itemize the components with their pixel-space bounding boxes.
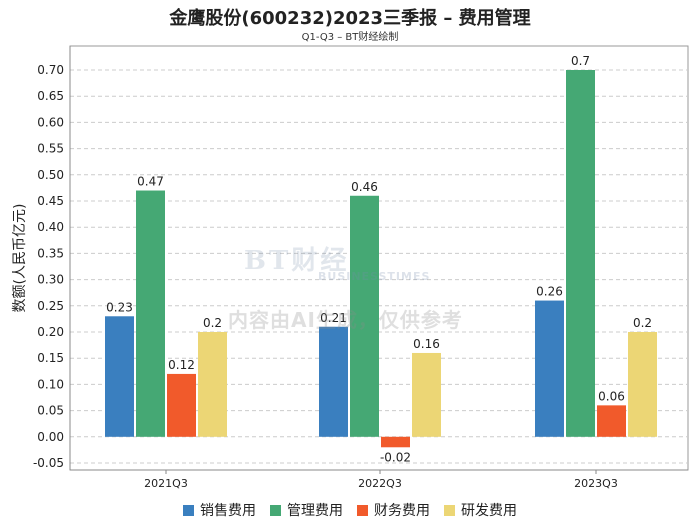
- chart-title: 金鹰股份(600232)2023三季报 – 费用管理: [169, 8, 531, 29]
- y-tick-label: 0.60: [37, 115, 64, 129]
- legend-swatch: [357, 504, 368, 516]
- y-tick-label: 0.25: [37, 299, 64, 313]
- data-label: 0.16: [413, 337, 440, 351]
- y-tick-label: 0.15: [37, 351, 64, 365]
- legend-item: 销售费用: [183, 500, 256, 520]
- legend-item: 财务费用: [357, 500, 430, 520]
- bar-2022Q3-管理费用: [350, 195, 379, 437]
- legend-swatch: [183, 504, 194, 516]
- legend-label: 管理费用: [287, 503, 343, 519]
- bar-2022Q3-财务费用: [381, 436, 410, 448]
- bar-2023Q3-研发费用: [628, 332, 657, 437]
- y-tick-label: 0.70: [37, 63, 64, 77]
- bar-2021Q3-研发费用: [198, 332, 227, 437]
- y-tick-label: 0.05: [37, 404, 64, 418]
- data-label: 0.7: [571, 54, 590, 68]
- y-tick-label: 0.30: [37, 273, 64, 287]
- y-tick-label: 0.40: [37, 220, 64, 234]
- watermark-brand: BT财经: [244, 246, 350, 276]
- watermark-notice: 内容由AI生成，仅供参考: [228, 308, 463, 332]
- data-label: 0.47: [137, 175, 164, 189]
- legend-label: 研发费用: [461, 503, 517, 519]
- legend-swatch: [444, 504, 455, 516]
- x-tick-label: 2023Q3: [574, 477, 618, 490]
- y-tick-label: 0.10: [37, 377, 64, 391]
- data-label: 0.46: [351, 180, 378, 194]
- data-label: 0.2: [203, 316, 222, 330]
- y-axis-label: 数额(人民币亿元): [12, 204, 28, 313]
- x-tick-label: 2021Q3: [144, 477, 188, 490]
- chart-subtitle: Q1-Q3 – BT财经绘制: [301, 32, 399, 43]
- legend-label: 销售费用: [200, 503, 256, 519]
- y-tick-label: 0.55: [37, 142, 64, 156]
- y-tick-label: 0.50: [37, 168, 64, 182]
- data-label: -0.02: [380, 450, 411, 464]
- y-tick-label: -0.05: [33, 456, 64, 470]
- bar-2022Q3-销售费用: [319, 326, 348, 437]
- y-tick-label: 0.20: [37, 325, 64, 339]
- legend-label: 财务费用: [374, 503, 430, 519]
- chart-legend: 销售费用 管理费用 财务费用 研发费用: [0, 500, 700, 520]
- y-tick-label: 0.45: [37, 194, 64, 208]
- bar-2021Q3-销售费用: [105, 316, 134, 437]
- bar-2021Q3-财务费用: [167, 373, 196, 437]
- bar-2023Q3-销售费用: [535, 300, 564, 437]
- bar-2022Q3-研发费用: [412, 352, 441, 437]
- y-tick-label: 0.00: [37, 430, 64, 444]
- legend-item: 管理费用: [270, 500, 343, 520]
- bar-2023Q3-管理费用: [566, 70, 595, 437]
- data-label: 0.26: [536, 285, 563, 299]
- y-tick-label: 0.65: [37, 89, 64, 103]
- data-label: 0.21: [320, 311, 347, 325]
- data-label: 0.06: [598, 389, 625, 403]
- data-label: 0.2: [633, 316, 652, 330]
- bar-2023Q3-财务费用: [597, 405, 626, 437]
- y-tick-label: 0.35: [37, 246, 64, 260]
- legend-swatch: [270, 504, 281, 516]
- legend-item: 研发费用: [444, 500, 517, 520]
- data-label: 0.23: [106, 300, 133, 314]
- watermark-brand-en: BUSINESSTIMES: [318, 270, 431, 283]
- data-label: 0.12: [168, 358, 195, 372]
- x-tick-label: 2022Q3: [358, 477, 402, 490]
- bar-2021Q3-管理费用: [136, 190, 165, 437]
